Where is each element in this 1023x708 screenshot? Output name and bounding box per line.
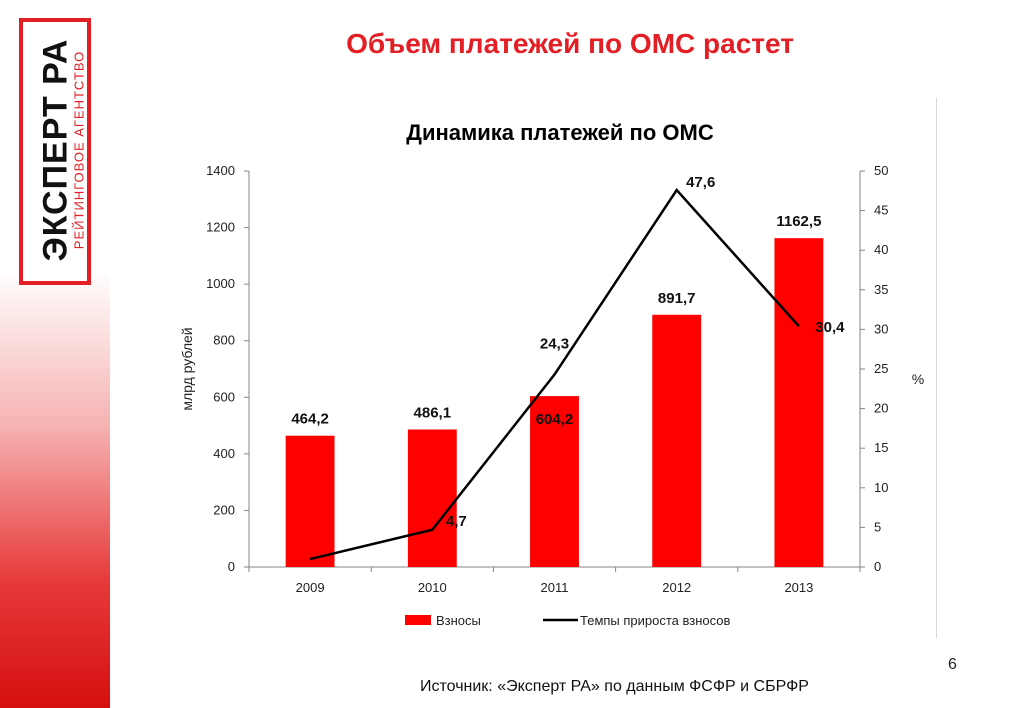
x-tick-label: 2010 xyxy=(418,580,447,595)
right-tick-label: 30 xyxy=(874,321,888,336)
bar-value-label: 1162,5 xyxy=(776,213,821,230)
chart-title: Динамика платежей по ОМС xyxy=(406,120,714,145)
legend-label-line: Темпы прироста взносов xyxy=(580,613,731,628)
slide-number: 6 xyxy=(948,656,957,673)
right-tick-label: 15 xyxy=(874,440,888,455)
right-tick-label: 40 xyxy=(874,242,888,257)
line-value-label: 30,4 xyxy=(815,319,845,336)
left-tick-label: 200 xyxy=(213,502,235,517)
line-value-label: 24,3 xyxy=(540,336,569,353)
growth-rate-line xyxy=(309,187,800,561)
x-tick-label: 2009 xyxy=(296,580,325,595)
left-tick-label: 600 xyxy=(213,389,235,404)
bar-2012 xyxy=(652,314,702,567)
expert-ra-logo: ЭКСПЕРТ РА РЕЙТИНГОВОЕ АГЕНТСТВО xyxy=(19,18,91,285)
line-value-label: 47,6 xyxy=(686,174,715,191)
line-value-label: 4,7 xyxy=(446,513,467,530)
right-tick-label: 50 xyxy=(874,163,888,178)
left-tick-label: 400 xyxy=(213,446,235,461)
bar-value-label: 486,1 xyxy=(414,405,452,422)
y-axis-label: млрд рублей xyxy=(179,327,195,410)
legend-label-bars: Взносы xyxy=(436,613,481,628)
slide-title: Объем платежей по ОМС растет xyxy=(346,28,794,59)
left-tick-label: 0 xyxy=(228,559,235,574)
right-tick-label: 10 xyxy=(874,480,888,495)
right-tick-label: 20 xyxy=(874,401,888,416)
right-tick-label: 45 xyxy=(874,203,888,218)
x-tick-label: 2011 xyxy=(541,580,569,595)
bar-2010 xyxy=(407,429,457,567)
left-tick-label: 800 xyxy=(213,333,235,348)
chart-frame-line xyxy=(936,98,937,638)
bar-2009 xyxy=(285,435,335,567)
bar-value-label: 464,2 xyxy=(291,411,329,428)
source-note: Источник: «Эксперт РА» по данным ФСФР и … xyxy=(420,678,809,695)
bar-value-label: 604,2 xyxy=(536,411,574,428)
x-tick-label: 2013 xyxy=(784,580,813,595)
left-tick-label: 1200 xyxy=(206,220,235,235)
right-tick-label: 5 xyxy=(874,519,881,534)
bar-2011 xyxy=(530,396,579,567)
left-tick-label: 1000 xyxy=(206,276,235,291)
logo-inner: ЭКСПЕРТ РА РЕЙТИНГОВОЕ АГЕНТСТВО xyxy=(23,22,87,281)
left-tick-label: 1400 xyxy=(206,163,235,178)
x-tick-label: 2012 xyxy=(662,580,691,595)
bar-value-label: 891,7 xyxy=(658,290,696,307)
y-axis-label-right: % xyxy=(912,371,924,387)
right-tick-label: 25 xyxy=(874,361,888,376)
right-tick-label: 35 xyxy=(874,282,888,297)
right-tick-label: 0 xyxy=(874,559,881,574)
bar-2013 xyxy=(774,238,824,567)
legend-swatch-bars xyxy=(405,615,431,625)
